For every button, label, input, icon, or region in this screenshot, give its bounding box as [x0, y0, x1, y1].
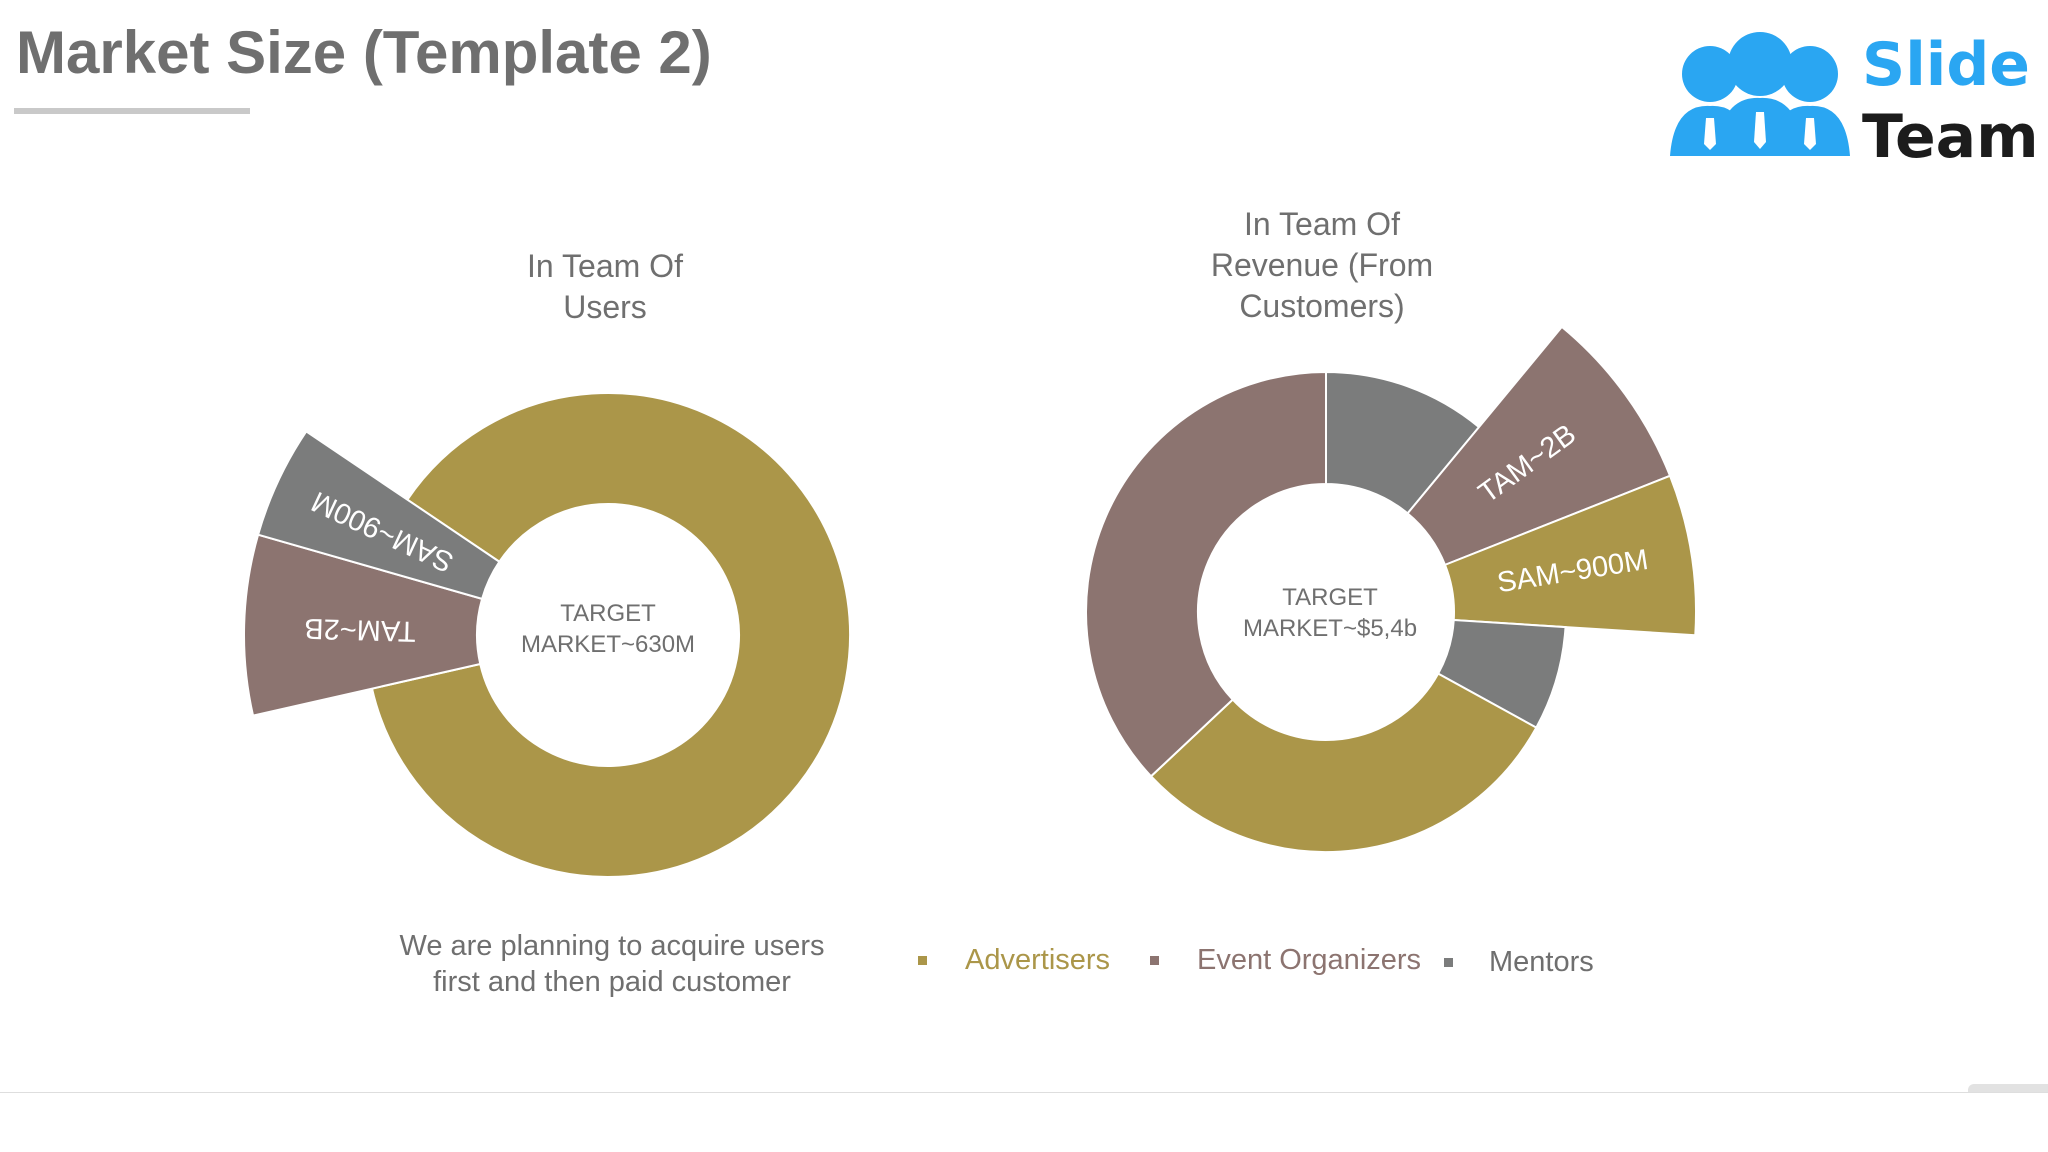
legend-item-event-organizers: Event Organizers [1150, 944, 1421, 977]
legend-label-mentors: Mentors [1489, 946, 1594, 978]
revenue-chart-title-line-3: Customers) [1239, 288, 1405, 324]
logo-word-slide: Slide [1862, 30, 2030, 100]
legend-marker-advertisers [918, 956, 927, 965]
users-chart-title-line-2: Users [563, 289, 647, 325]
caption-line-1: We are planning to acquire users [399, 930, 825, 962]
users-center-label-line-1: TARGET [560, 600, 656, 627]
logo-word-team: Team [1862, 102, 2039, 172]
slice-advertisers-0 [370, 392, 851, 878]
slice-advertisers-4 [1149, 672, 1538, 853]
legend-label-event-organizers: Event Organizers [1197, 944, 1422, 976]
users-chart-title-line-1: In Team Of [527, 248, 683, 284]
caption-line-2: first and then paid customer [433, 966, 791, 998]
slice-event-organizers-1 [243, 533, 484, 717]
title-underline [14, 108, 250, 114]
revenue-chart-title-line-2: Revenue (From [1210, 247, 1434, 283]
slice-event-organizers-1 [1406, 325, 1672, 567]
slice-mentors-2 [256, 430, 501, 601]
legend-label-advertisers: Advertisers [965, 944, 1111, 976]
revenue-center-label: TARGET MARKET~$5,4b [1200, 582, 1460, 644]
slice-label-tam-2b: TAM~2B [304, 612, 416, 647]
corner-tab [1968, 1084, 2048, 1092]
legend-item-mentors: Mentors [1444, 946, 1594, 979]
users-chart-title: In Team Of Users [480, 246, 730, 328]
users-center-label: TARGET MARKET~630M [478, 598, 738, 660]
revenue-center-label-line-1: TARGET [1282, 584, 1378, 611]
slice-advertisers-2 [1443, 474, 1697, 637]
users-center-label-line-2: MARKET~630M [520, 631, 696, 658]
legend-item-advertisers: Advertisers [918, 944, 1110, 977]
slice-event-organizers-5 [1085, 370, 1327, 778]
legend: Advertisers Event Organizers Mentors [0, 944, 2048, 984]
revenue-chart-title-line-1: In Team Of [1244, 206, 1400, 242]
legend-marker-mentors [1444, 958, 1453, 967]
slide-title: Market Size (Template 2) [16, 19, 712, 86]
revenue-chart-title: In Team Of Revenue (From Customers) [1160, 204, 1484, 327]
caption: We are planning to acquire users first a… [380, 928, 844, 1000]
bottom-divider [0, 1092, 2048, 1093]
revenue-center-label-line-2: MARKET~$5,4b [1242, 615, 1418, 642]
legend-marker-event-organizers [1150, 956, 1159, 965]
slideteam-people-logo-icon [1670, 32, 1850, 156]
